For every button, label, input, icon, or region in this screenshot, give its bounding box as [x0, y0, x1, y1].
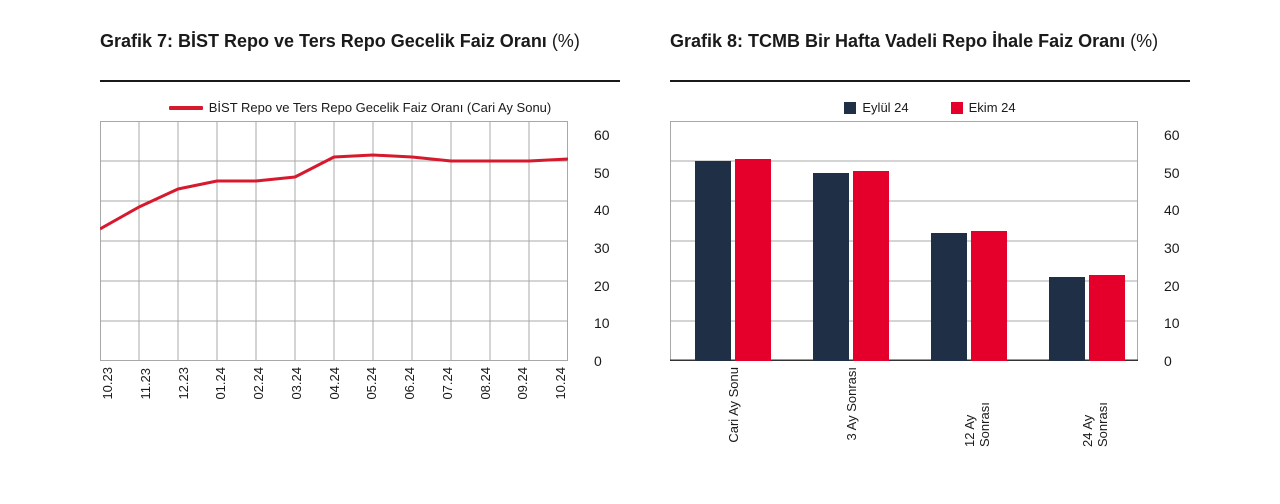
title-suffix: (%)	[547, 31, 580, 51]
chart-8-y-axis: 6050403020100	[1156, 121, 1190, 361]
legend-label: BİST Repo ve Ters Repo Gecelik Faiz Oran…	[209, 100, 551, 115]
chart-8-body: Cari Ay Sonu 3 Ay Sonrası 12 Ay Sonrası 24 …	[670, 121, 1190, 447]
title-main: BİST Repo ve Ters Repo Gecelik Faiz Oran…	[178, 31, 547, 51]
chart-7-y-axis: 6050403020100	[586, 121, 620, 361]
bar-chart-svg	[670, 121, 1138, 361]
legend-swatch	[844, 102, 856, 114]
y-tick: 10	[1164, 316, 1180, 330]
x-tick: 03.24	[289, 367, 304, 400]
y-tick: 0	[594, 354, 602, 368]
line-chart-svg	[100, 121, 568, 361]
chart-panel-7: Grafik 7: BİST Repo ve Ters Repo Gecelik…	[100, 30, 620, 464]
y-tick: 60	[594, 128, 610, 142]
y-tick: 40	[594, 203, 610, 217]
legend-label: Ekim 24	[969, 100, 1016, 115]
chart-8-title: Grafik 8: TCMB Bir Hafta Vadeli Repo İha…	[670, 30, 1190, 82]
x-tick: 12.23	[176, 367, 191, 400]
x-tick: 3 Ay Sonrası	[844, 367, 859, 440]
y-tick: 0	[1164, 354, 1172, 368]
chart-8-x-axis: Cari Ay Sonu 3 Ay Sonrası 12 Ay Sonrası 24 …	[670, 367, 1138, 447]
x-tick: 07.24	[440, 367, 455, 400]
chart-8-legend: Eylül 24 Ekim 24	[670, 100, 1190, 115]
chart-7-title: Grafik 7: BİST Repo ve Ters Repo Gecelik…	[100, 30, 620, 82]
legend-item: Eylül 24	[844, 100, 908, 115]
title-prefix: Grafik 7:	[100, 31, 178, 51]
x-tick: 12 Ay Sonrası	[962, 367, 992, 447]
y-tick: 30	[1164, 241, 1180, 255]
chart-panel-8: Grafik 8: TCMB Bir Hafta Vadeli Repo İha…	[670, 30, 1190, 464]
y-tick: 60	[1164, 128, 1180, 142]
legend-label: Eylül 24	[862, 100, 908, 115]
title-suffix: (%)	[1125, 31, 1158, 51]
y-tick: 50	[594, 166, 610, 180]
chart-7-x-axis: 10.23 11.23 12.23 01.24 02.24 03.24 04.24 05.24…	[100, 367, 568, 400]
y-tick: 50	[1164, 166, 1180, 180]
y-tick: 10	[594, 316, 610, 330]
y-tick: 30	[594, 241, 610, 255]
chart-8-plot: Cari Ay Sonu 3 Ay Sonrası 12 Ay Sonrası 24 …	[670, 121, 1156, 447]
x-tick: 06.24	[402, 367, 417, 400]
legend-item: Ekim 24	[951, 100, 1016, 115]
x-tick: 01.24	[213, 367, 228, 400]
y-tick: 40	[1164, 203, 1180, 217]
title-prefix: Grafik 8:	[670, 31, 748, 51]
x-tick: 09.24	[515, 367, 530, 400]
x-tick: 24 Ay Sonrası	[1080, 367, 1110, 447]
y-tick: 20	[594, 279, 610, 293]
legend-swatch	[169, 106, 203, 110]
chart-7-body: 10.23 11.23 12.23 01.24 02.24 03.24 04.24 05.24…	[100, 121, 620, 400]
x-tick: 10.24	[553, 367, 568, 400]
x-tick: Cari Ay Sonu	[726, 367, 741, 443]
x-tick: 08.24	[478, 367, 493, 400]
x-tick: 10.23	[100, 367, 115, 400]
legend-item-line: BİST Repo ve Ters Repo Gecelik Faiz Oran…	[169, 100, 551, 115]
chart-7-plot: 10.23 11.23 12.23 01.24 02.24 03.24 04.24 05.24…	[100, 121, 586, 400]
x-tick: 04.24	[327, 367, 342, 400]
x-tick: 02.24	[251, 367, 266, 400]
legend-swatch	[951, 102, 963, 114]
title-main: TCMB Bir Hafta Vadeli Repo İhale Faiz Or…	[748, 31, 1125, 51]
chart-7-legend: BİST Repo ve Ters Repo Gecelik Faiz Oran…	[100, 100, 620, 115]
y-tick: 20	[1164, 279, 1180, 293]
x-tick: 11.23	[138, 367, 153, 400]
x-tick: 05.24	[364, 367, 379, 400]
